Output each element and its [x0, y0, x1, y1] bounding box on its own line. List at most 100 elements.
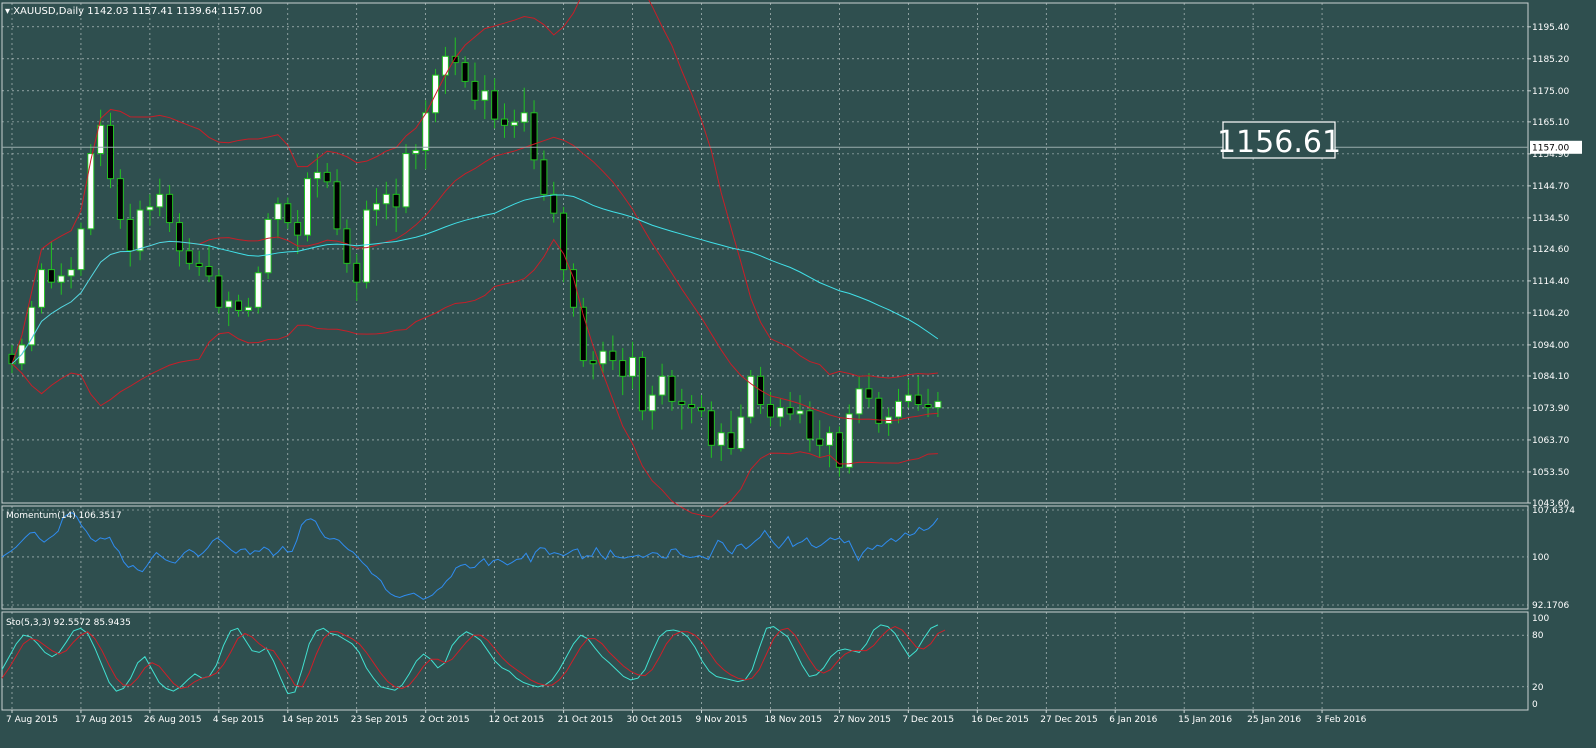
candle-body — [569, 269, 577, 308]
candle-body — [727, 432, 735, 449]
candle-body — [146, 206, 154, 211]
candle — [343, 219, 351, 273]
candle — [126, 203, 134, 267]
candle-body — [402, 153, 410, 208]
candle-body — [914, 394, 922, 406]
bollinger-upper-line — [11, 0, 938, 379]
time-tick-label: 2 Oct 2015 — [420, 715, 470, 725]
candle-body — [895, 400, 902, 418]
price-tick-label: 1134.50 — [1532, 214, 1569, 224]
candle — [501, 103, 508, 138]
candle-body — [875, 397, 883, 424]
time-tick-label: 26 Aug 2015 — [144, 715, 202, 725]
candle — [47, 241, 55, 289]
candle-body — [845, 413, 853, 468]
time-tick-label: 12 Oct 2015 — [489, 715, 545, 725]
candle — [698, 395, 705, 418]
candle-body — [865, 388, 873, 399]
candle-body — [698, 407, 705, 412]
candle-body — [195, 262, 203, 267]
candle-body — [107, 124, 114, 180]
candle — [826, 426, 834, 468]
candle — [215, 269, 223, 314]
stochastic-tick-label: 80 — [1532, 631, 1544, 641]
candle-body — [688, 404, 696, 409]
time-tick-label: 14 Sep 2015 — [282, 715, 339, 725]
candle-body — [491, 90, 499, 120]
candle-body — [225, 300, 233, 308]
candle-body — [786, 407, 794, 415]
momentum-grid — [2, 506, 1528, 609]
candle-body — [451, 55, 459, 64]
candle-body — [737, 416, 745, 449]
candle — [727, 410, 735, 455]
time-tick-label: 3 Feb 2016 — [1316, 715, 1367, 725]
momentum-axis: 107.6374 100 92.1706 — [1532, 506, 1575, 611]
candle — [766, 391, 774, 427]
price-tick-label: 1185.20 — [1532, 55, 1569, 65]
candle-body — [38, 269, 46, 308]
candle-body — [87, 153, 95, 230]
candle — [264, 213, 272, 280]
candle-body — [648, 394, 656, 412]
candle-body — [471, 80, 479, 101]
candle-body — [67, 269, 75, 277]
candle — [707, 401, 715, 458]
candle — [816, 420, 824, 458]
candle — [895, 388, 902, 424]
candle-body — [658, 375, 666, 396]
candle — [560, 206, 568, 283]
price-tick-label: 1094.00 — [1532, 341, 1569, 351]
candle — [717, 423, 725, 461]
candle-body — [77, 228, 85, 271]
candle — [294, 210, 302, 254]
candle — [28, 300, 36, 352]
candle — [107, 112, 114, 189]
candle — [304, 172, 311, 242]
stochastic-tick-label: 0 — [1532, 700, 1538, 710]
candle-body — [835, 432, 843, 468]
candle-body — [678, 400, 686, 406]
current-price-tag — [1530, 140, 1582, 154]
candle — [747, 370, 755, 424]
candle — [648, 385, 656, 430]
candle — [175, 213, 183, 267]
candle-body — [530, 112, 538, 161]
candle — [737, 404, 745, 452]
candle-body — [540, 159, 548, 195]
candle — [471, 62, 479, 110]
time-tick-label: 9 Nov 2015 — [696, 715, 748, 725]
time-tick-label: 27 Nov 2015 — [833, 715, 891, 725]
price-tick-label: 1165.10 — [1532, 118, 1569, 128]
stochastic-tick-label: 100 — [1532, 614, 1549, 624]
candle-body — [481, 90, 489, 101]
time-axis: 7 Aug 2015 17 Aug 2015 26 Aug 2015 4 Sep 20… — [6, 710, 1367, 725]
candle — [235, 294, 243, 317]
candle — [323, 162, 331, 189]
price-grid — [2, 3, 1528, 504]
candle — [540, 150, 548, 201]
candle — [38, 263, 46, 314]
price-tick-label: 1084.10 — [1532, 372, 1569, 382]
candle-body — [136, 209, 144, 252]
candle-body — [589, 360, 597, 365]
candle-body — [501, 118, 508, 126]
momentum-panel-frame — [1, 505, 1529, 610]
candle-body — [185, 250, 193, 264]
candle — [904, 379, 912, 408]
candle-body — [461, 62, 469, 82]
candle-body — [274, 203, 282, 220]
candle — [156, 178, 164, 217]
momentum-title: Momentum(14) 106.3517 — [6, 511, 122, 521]
candle — [136, 200, 144, 261]
candle-body — [254, 272, 262, 308]
price-tick-label: 1043.60 — [1532, 499, 1569, 509]
candle-body — [816, 438, 824, 446]
candle-body — [353, 262, 361, 283]
time-tick-label: 30 Oct 2015 — [627, 715, 683, 725]
candle — [776, 398, 784, 427]
candle-body — [599, 350, 607, 365]
candle-body — [294, 222, 302, 236]
candle-body — [264, 218, 272, 274]
